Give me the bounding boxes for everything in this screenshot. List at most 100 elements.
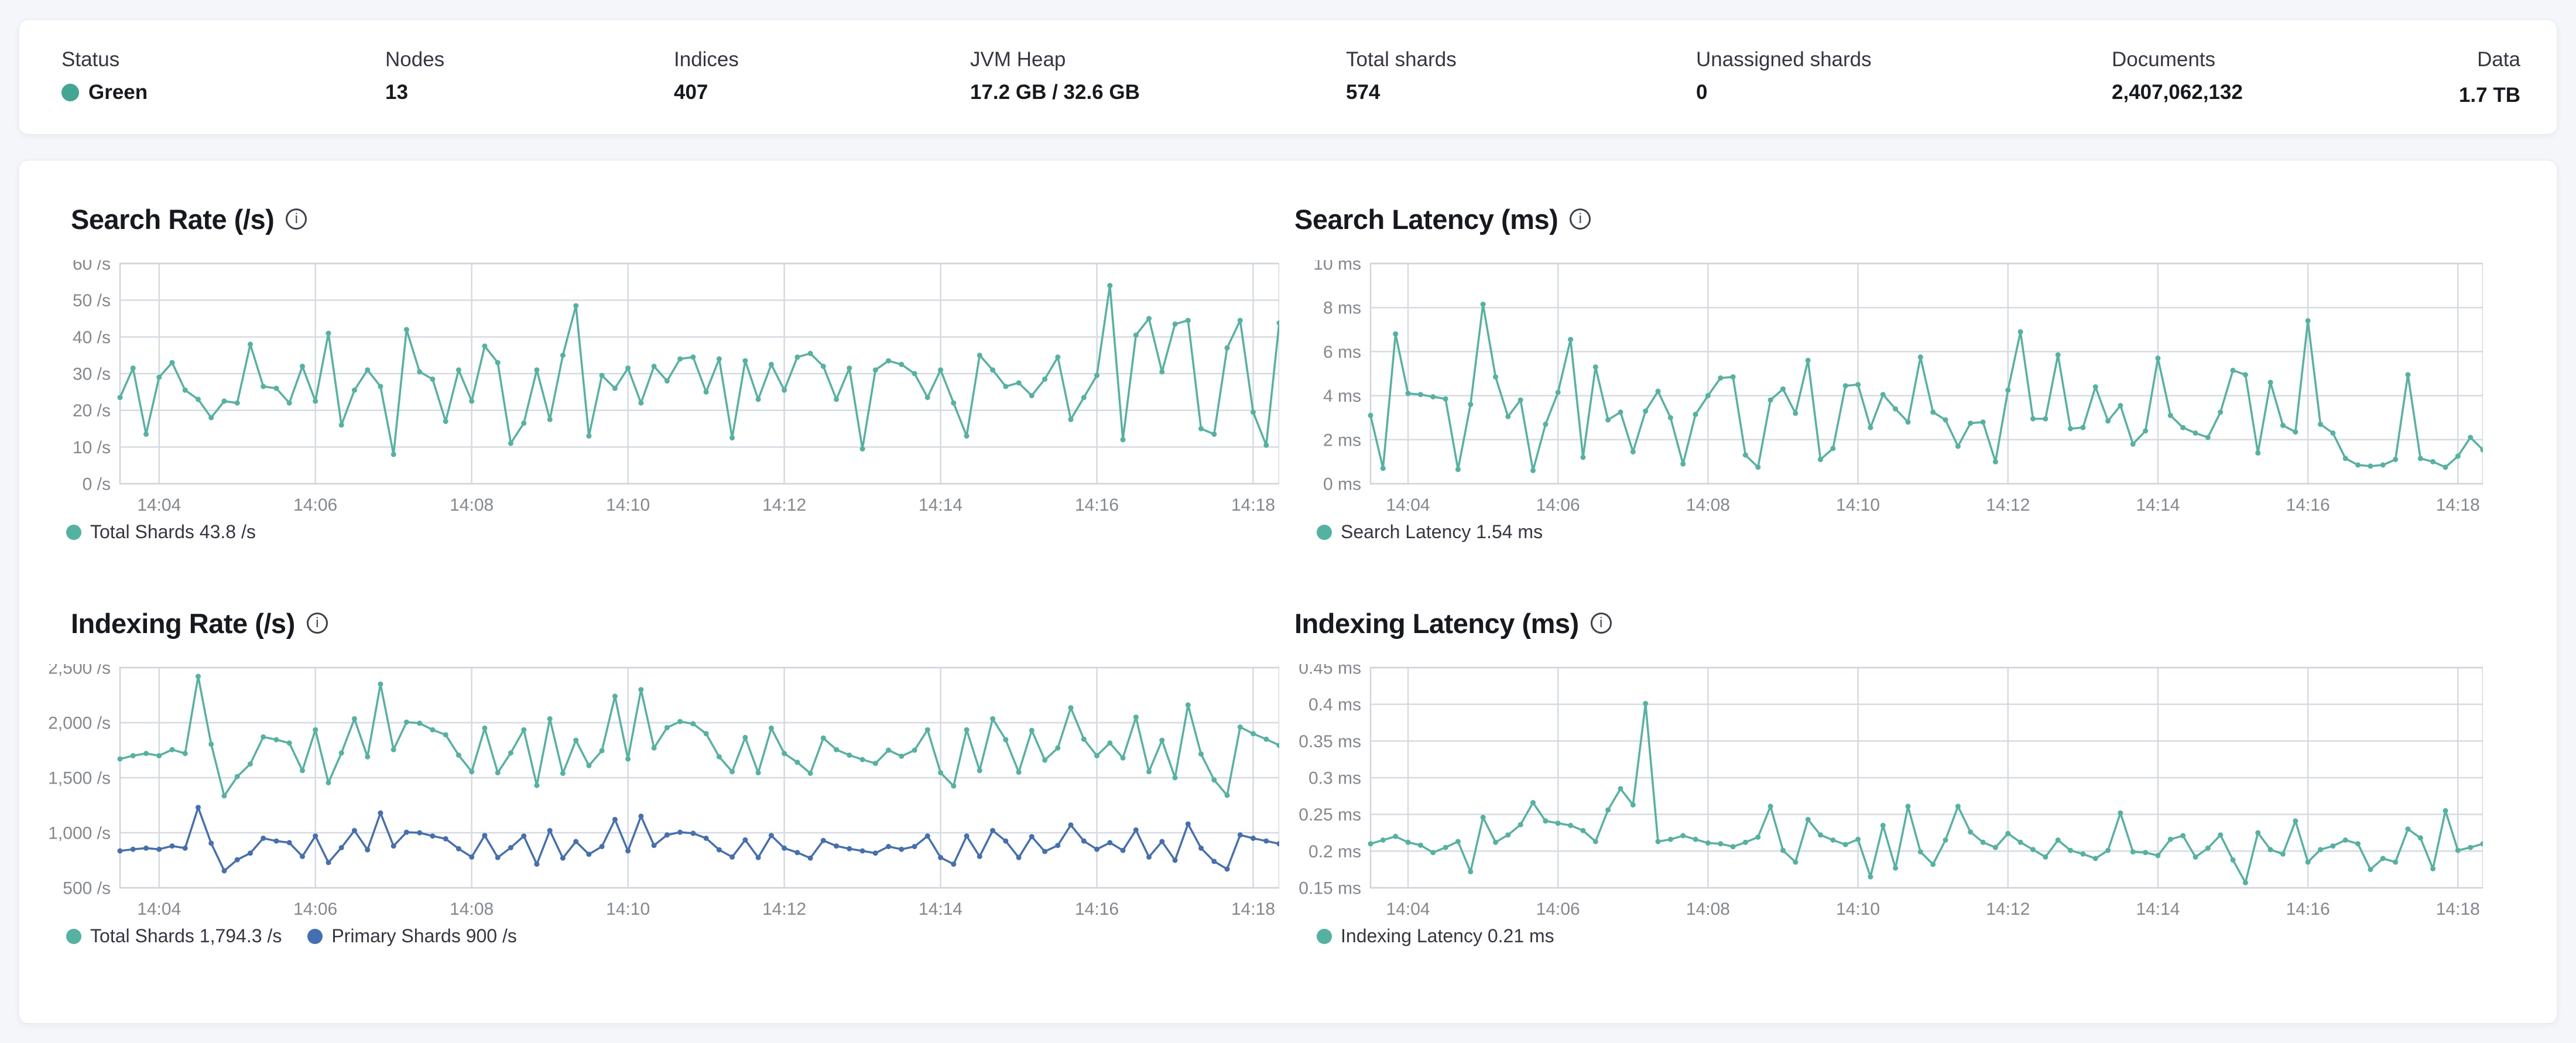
metric-label: Indices (674, 48, 739, 71)
svg-text:0 /s: 0 /s (83, 475, 111, 494)
metric-label: Unassigned shards (1696, 48, 1872, 71)
svg-text:6 ms: 6 ms (1323, 343, 1361, 362)
metric-label: Nodes (385, 48, 445, 71)
svg-text:14:16: 14:16 (2286, 900, 2330, 919)
legend-label: Indexing Latency 0.21 ms (1341, 925, 1554, 946)
legend-item[interactable]: Search Latency 1.54 ms (1317, 521, 1543, 543)
legend-dot-icon (307, 928, 323, 944)
svg-text:14:18: 14:18 (1231, 495, 1275, 515)
svg-text:8 ms: 8 ms (1323, 299, 1361, 318)
legend-item[interactable]: Indexing Latency 0.21 ms (1317, 925, 1554, 947)
svg-text:14:06: 14:06 (293, 495, 337, 515)
chart-search-latency: Search Latency (ms) i 10 ms 8 ms 6 ms 4 ms 2… (1294, 201, 2483, 543)
svg-text:2,000 /s: 2,000 /s (48, 714, 111, 733)
legend-dot-icon (66, 928, 81, 944)
svg-text:14:08: 14:08 (1686, 495, 1730, 515)
indexing-latency-plot[interactable]: 0.45 ms 0.4 ms 0.35 ms 0.3 ms 0.25 ms 0.2 ms 0… (1294, 664, 2483, 922)
metric-value: Green (88, 81, 148, 104)
svg-text:0 ms: 0 ms (1323, 475, 1361, 494)
chart-title: Indexing Rate (/s) (71, 607, 295, 639)
svg-text:40 /s: 40 /s (73, 328, 111, 347)
svg-text:14:10: 14:10 (1836, 900, 1880, 919)
svg-text:14:12: 14:12 (762, 495, 806, 515)
metric-value: 0 (1696, 81, 1708, 104)
svg-text:0.45 ms: 0.45 ms (1299, 664, 1361, 678)
svg-text:14:16: 14:16 (1075, 900, 1119, 919)
svg-text:14:08: 14:08 (450, 900, 494, 919)
metric-value: 407 (674, 81, 708, 104)
legend-dot-icon (1317, 928, 1332, 944)
chart-indexing-rate: Indexing Rate (/s) i 2,500 /s 2,000 /s 1,5… (44, 606, 1279, 947)
legend-item[interactable]: Primary Shards 900 /s (307, 925, 517, 947)
svg-text:10 ms: 10 ms (1313, 260, 1361, 274)
svg-text:14:16: 14:16 (2286, 495, 2330, 515)
svg-text:30 /s: 30 /s (73, 365, 111, 384)
metric-value: 574 (1346, 81, 1381, 104)
legend-dot-icon (1317, 524, 1332, 540)
svg-text:14:14: 14:14 (2136, 495, 2180, 515)
svg-text:14:14: 14:14 (919, 900, 962, 919)
legend-label: Primary Shards 900 /s (331, 925, 517, 946)
metric-data-size: Data 1.7 TB (2459, 20, 2520, 134)
metrics-panel: Search Rate (/s) i 60 /s 50 /s 40 /s 30 /s 2… (19, 160, 2557, 1024)
svg-text:14:12: 14:12 (762, 900, 806, 919)
svg-text:14:08: 14:08 (1686, 900, 1730, 919)
metric-label: Documents (2112, 48, 2216, 71)
svg-text:14:12: 14:12 (1986, 900, 2030, 919)
svg-text:0.25 ms: 0.25 ms (1299, 805, 1361, 825)
svg-text:14:04: 14:04 (1386, 495, 1430, 515)
svg-text:60 /s: 60 /s (73, 260, 111, 274)
svg-text:14:10: 14:10 (1836, 495, 1880, 515)
info-icon[interactable]: i (1590, 613, 1612, 634)
svg-text:14:12: 14:12 (1986, 495, 2030, 515)
svg-text:4 ms: 4 ms (1323, 387, 1361, 406)
svg-text:14:08: 14:08 (450, 495, 494, 515)
metric-value: 13 (385, 81, 408, 104)
info-icon[interactable]: i (306, 613, 328, 634)
svg-text:14:06: 14:06 (1536, 495, 1580, 515)
svg-text:0.2 ms: 0.2 ms (1308, 842, 1361, 861)
legend-item[interactable]: Total Shards 1,794.3 /s (66, 925, 282, 947)
legend-dot-icon (66, 524, 81, 540)
svg-text:14:10: 14:10 (606, 900, 650, 919)
svg-text:14:06: 14:06 (1536, 900, 1580, 919)
search-latency-plot[interactable]: 10 ms 8 ms 6 ms 4 ms 2 ms 0 ms 14:04 14:06 14:08… (1294, 260, 2483, 518)
svg-text:14:04: 14:04 (137, 495, 181, 515)
metric-label: JVM Heap (970, 48, 1066, 71)
chart-indexing-latency: Indexing Latency (ms) i 0.45 ms 0.4 ms 0.3… (1294, 606, 2483, 947)
status-dot-icon (61, 84, 79, 101)
svg-text:14:06: 14:06 (293, 900, 337, 919)
metric-label: Total shards (1346, 48, 1457, 71)
chart-search-rate: Search Rate (/s) i 60 /s 50 /s 40 /s 30 /s 2… (44, 201, 1279, 543)
svg-text:14:14: 14:14 (919, 495, 962, 515)
svg-text:1,500 /s: 1,500 /s (48, 769, 111, 788)
legend-item[interactable]: Total Shards 43.8 /s (66, 521, 256, 543)
chart-title: Indexing Latency (ms) (1294, 607, 1579, 639)
svg-text:500 /s: 500 /s (63, 879, 111, 898)
search-rate-plot[interactable]: 60 /s 50 /s 40 /s 30 /s 20 /s 10 /s 0 /s 14:04 1… (44, 260, 1279, 518)
svg-text:2,500 /s: 2,500 /s (48, 664, 111, 678)
chart-title: Search Latency (ms) (1294, 203, 1558, 235)
metric-value: 2,407,062,132 (2112, 81, 2243, 104)
metric-label: Data (2477, 48, 2520, 71)
metric-label: Status (61, 48, 120, 71)
cluster-overview-bar: Status Green Nodes 13 Indices 407 JVM He… (19, 19, 2557, 135)
indexing-rate-plot[interactable]: 2,500 /s 2,000 /s 1,500 /s 1,000 /s 500 /s 14… (44, 664, 1279, 922)
svg-text:14:18: 14:18 (1231, 900, 1275, 919)
legend-label: Total Shards 1,794.3 /s (90, 925, 282, 946)
svg-text:2 ms: 2 ms (1323, 430, 1361, 450)
info-icon[interactable]: i (286, 208, 307, 230)
svg-text:14:10: 14:10 (606, 495, 650, 515)
svg-text:1,000 /s: 1,000 /s (48, 824, 111, 843)
chart-title: Search Rate (/s) (71, 203, 275, 235)
svg-text:14:14: 14:14 (2136, 900, 2180, 919)
svg-text:14:04: 14:04 (1386, 900, 1430, 919)
svg-text:0.15 ms: 0.15 ms (1299, 879, 1361, 898)
svg-text:0.3 ms: 0.3 ms (1308, 769, 1361, 788)
info-icon[interactable]: i (1570, 208, 1591, 230)
svg-text:14:16: 14:16 (1075, 495, 1119, 515)
metric-value: 1.7 TB (2458, 84, 2520, 107)
metric-value: 17.2 GB / 32.6 GB (970, 81, 1140, 104)
svg-text:50 /s: 50 /s (73, 291, 111, 310)
svg-text:14:04: 14:04 (137, 900, 181, 919)
